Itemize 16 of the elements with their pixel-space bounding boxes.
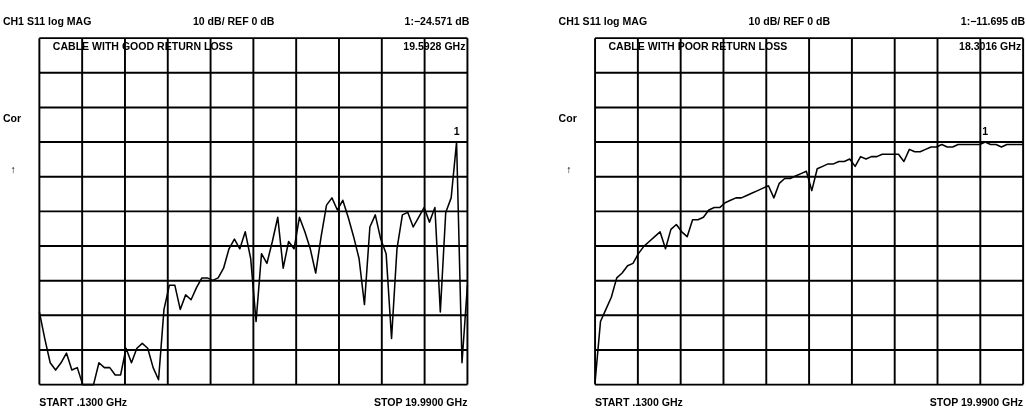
text: 10 dB/ REF 0 dB: [192, 14, 275, 27]
chart-title: CH1 S11 log MAG: [558, 14, 648, 27]
text: Cor: [558, 111, 577, 124]
text: 1:−11.695 dB: [960, 14, 1026, 27]
annotation: 1: [453, 125, 460, 138]
text: START .1300 GHz: [595, 395, 683, 408]
chart-title: CH1 S11 log MAG: [2, 14, 92, 27]
text: ↑: [566, 163, 572, 176]
text: ↑: [10, 163, 16, 176]
text: START .1300 GHz: [39, 395, 128, 408]
text: Cor: [2, 111, 22, 124]
text: 1:−24.571 dB: [404, 14, 470, 27]
text: 10 dB/ REF 0 dB: [748, 14, 831, 27]
text: STOP 19.9900 GHz: [929, 395, 1024, 408]
text: STOP 19.9900 GHz: [373, 395, 468, 408]
annotation: 1: [982, 125, 989, 138]
